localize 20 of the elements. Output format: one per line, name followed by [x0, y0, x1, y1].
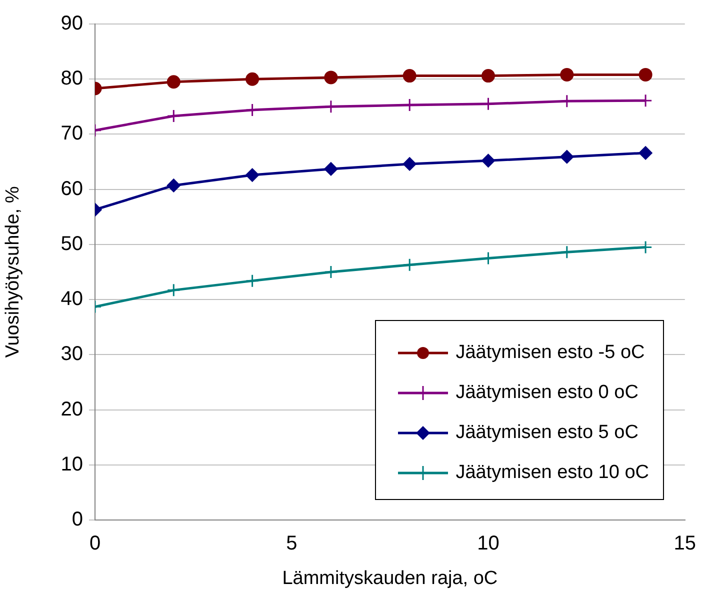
legend-label: Jäätymisen esto 0 oC	[456, 382, 638, 404]
y-tick-label: 0	[72, 508, 83, 531]
y-tick-label: 50	[60, 232, 83, 255]
y-tick-label: 40	[60, 288, 83, 310]
y-tick-label: 10	[60, 453, 83, 476]
y-tick-label: 70	[60, 122, 83, 145]
y-tick-label: 20	[60, 398, 83, 420]
legend-label: Jäätymisen esto 5 oC	[456, 422, 638, 444]
x-tick-label: 10	[477, 532, 500, 555]
x-tick-label: 0	[89, 532, 101, 555]
legend-label: Jäätymisen esto 10 oC	[456, 462, 649, 484]
y-tick-label: 30	[60, 343, 83, 366]
x-tick-label: 15	[674, 532, 696, 555]
x-tick-label: 5	[286, 532, 298, 555]
y-tick-label: 90	[60, 12, 83, 35]
y-tick-label: 80	[60, 68, 83, 90]
y-tick-label: 60	[60, 178, 83, 200]
legend-label: Jäätymisen esto -5 oC	[456, 342, 645, 364]
y-axis-title: Vuosihyötysuhde, %	[2, 186, 24, 358]
x-axis-title: Lämmityskauden raja, oC	[282, 568, 498, 589]
